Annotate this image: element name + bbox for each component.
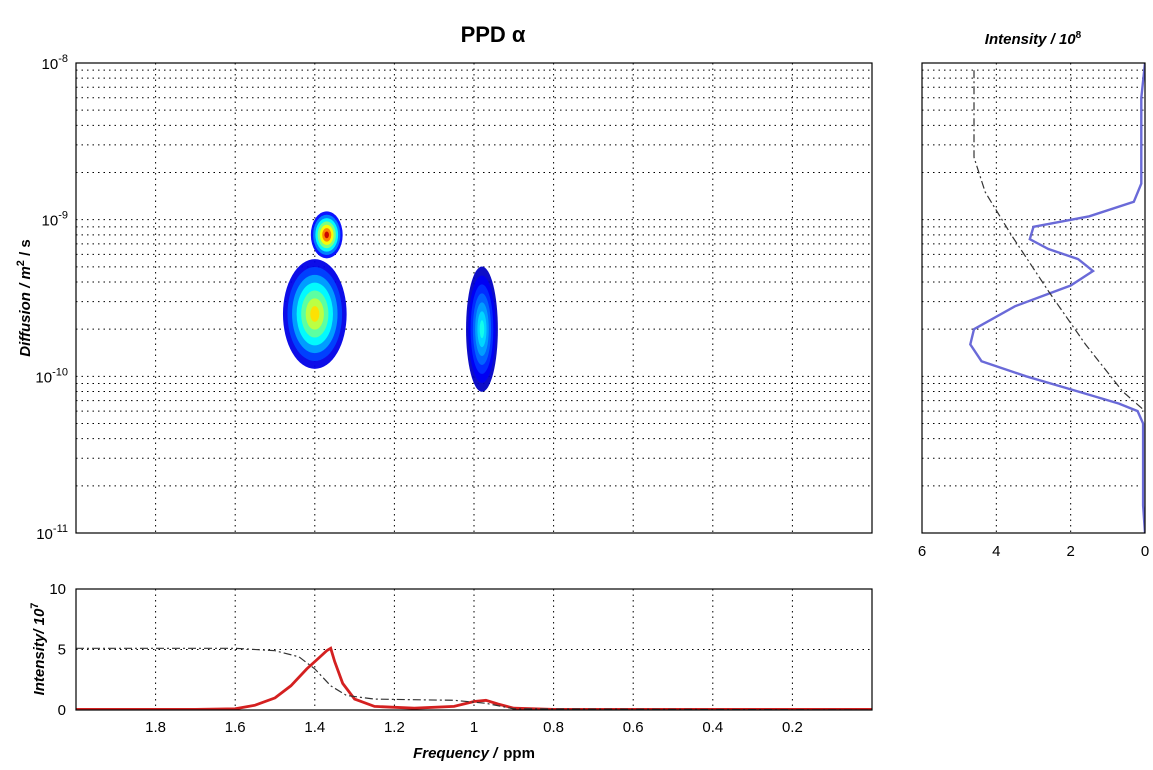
spectrum-line (76, 646, 872, 710)
bottom-y-label-sup: 7 (29, 603, 41, 609)
tick-base: 10 (42, 56, 59, 73)
tick-base: 10 (35, 369, 52, 386)
right-x-tick-label: 4 (992, 543, 1000, 560)
bottom-y-label-main: Intensity/ 10 (31, 608, 48, 695)
spectrum-integral-line (76, 647, 872, 710)
heatmap-contour (479, 320, 485, 339)
bottom-x-tick-label: 1.8 (145, 719, 166, 736)
bottom-plot-frame (75, 588, 873, 711)
tick-exponent: -8 (58, 53, 68, 65)
bottom-y-tick-label: 5 (58, 642, 66, 659)
main-y-tick-label: 10-11 (36, 523, 68, 543)
right-plot-background (922, 63, 1145, 533)
main-y-axis-label: Diffusion / m2 / s (15, 239, 34, 357)
main-y-label-main: Diffusion / m (17, 266, 34, 357)
right-plot-frame (921, 62, 1146, 534)
tick-base: 10 (36, 526, 53, 543)
right-plot-lines (969, 63, 1145, 533)
tick-exponent: -11 (53, 523, 68, 535)
heatmap-blobs (282, 211, 498, 392)
heatmap-contour (324, 231, 330, 239)
bottom-plot-lines (76, 646, 872, 710)
bottom-y-tick-labels: 10 5 0 (49, 581, 66, 719)
right-x-tick-label: 2 (1066, 543, 1074, 560)
bottom-x-axis-label: Frequency / ppm (413, 745, 535, 762)
bottom-x-label-main: Frequency / (413, 745, 499, 762)
right-plot: Intensity / 108 6 4 2 0 (918, 30, 1149, 560)
main-y-tick-label: 10-9 (42, 210, 68, 230)
main-plot-frame (75, 62, 873, 534)
main-y-label-tail: / s (17, 239, 34, 256)
bottom-x-tick-label: 1.2 (384, 719, 405, 736)
projection-line (969, 63, 1145, 533)
main-y-tick-label: 10-10 (35, 366, 68, 386)
bottom-x-tick-labels: 1.8 1.6 1.4 1.2 1 0.8 0.6 0.4 0.2 (145, 719, 803, 736)
bottom-x-tick-label: 0.4 (702, 719, 723, 736)
main-plot-grid (76, 63, 872, 533)
bottom-y-axis-label: Intensity/ 107 (29, 603, 48, 696)
projection-integral-line (973, 70, 1145, 412)
tick-exponent: -9 (58, 210, 68, 222)
bottom-x-tick-label: 1.6 (225, 719, 246, 736)
main-y-label-sup: 2 (15, 260, 27, 266)
bottom-x-tick-label: 0.6 (623, 719, 644, 736)
bottom-x-tick-label: 0.2 (782, 719, 803, 736)
heatmap-contour (310, 306, 320, 322)
right-title-sup: 8 (1076, 30, 1082, 41)
right-x-tick-labels: 6 4 2 0 (918, 543, 1149, 560)
bottom-x-tick-label: 1.4 (304, 719, 325, 736)
right-x-tick-label: 0 (1141, 543, 1149, 560)
right-title-main: Intensity / 10 (985, 31, 1077, 48)
main-y-tick-label: 10-8 (42, 53, 68, 73)
right-x-tick-label: 6 (918, 543, 926, 560)
tick-base: 10 (42, 213, 59, 230)
chart-title: PPD α (461, 22, 526, 47)
bottom-x-label-unit: ppm (503, 745, 535, 762)
heatmap-blob (310, 211, 343, 259)
bottom-y-tick-label: 10 (49, 581, 66, 598)
heatmap-blob (282, 259, 347, 369)
bottom-plot: 10 5 0 1.8 1.6 1.4 1.2 1 0.8 0.6 0.4 0.2 Intensity… (29, 581, 873, 762)
right-plot-title: Intensity / 108 (985, 30, 1082, 48)
bottom-y-tick-label: 0 (58, 702, 66, 719)
tick-exponent: -10 (52, 366, 68, 378)
bottom-x-tick-label: 1 (470, 719, 478, 736)
heatmap-blob (466, 266, 498, 392)
bottom-x-tick-label: 0.8 (543, 719, 564, 736)
